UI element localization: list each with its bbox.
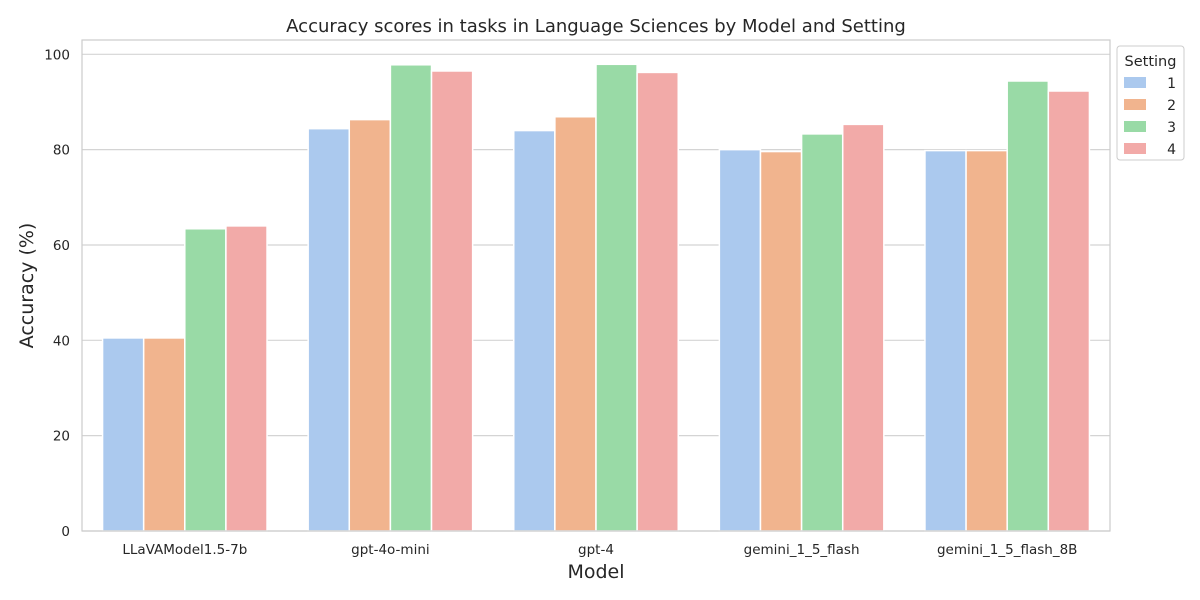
y-tick-label: 20 [53,429,70,445]
bar [718,148,762,532]
legend-label: 1 [1167,76,1176,92]
chart-title: Accuracy scores in tasks in Language Sci… [286,16,906,37]
legend: Setting 1 2 3 4 [1116,45,1185,161]
bar [348,118,392,532]
bars-group [101,63,1091,532]
bar [965,149,1008,532]
bar [924,149,967,532]
bar [554,115,597,532]
bar [307,127,351,532]
x-tick-label: gpt-4o-mini [351,542,429,558]
bar [759,150,803,532]
bar [595,63,638,532]
legend-swatch [1124,77,1146,88]
bar [142,337,186,532]
legend-title: Setting [1125,54,1177,70]
bar [1047,90,1091,532]
bar [389,64,433,532]
bar [1006,80,1050,532]
legend-label: 3 [1167,120,1176,136]
y-tick-label: 100 [44,47,70,63]
bar [225,225,268,532]
plot-area-frame [81,39,1111,532]
bar [841,123,885,532]
x-tick-label: gemini_1_5_flash_8B [937,542,1077,558]
bar [430,70,474,532]
bar [800,133,844,532]
y-axis-ticks: 0 20 40 60 80 100 [44,47,70,540]
y-tick-label: 80 [53,143,70,159]
legend-swatch [1124,121,1146,132]
y-tick-label: 0 [61,524,70,540]
legend-label: 2 [1167,98,1176,114]
y-axis-label: Accuracy (%) [16,223,38,349]
bar [184,228,227,532]
x-tick-label: gemini_1_5_flash [744,542,860,558]
legend-swatch [1124,99,1146,110]
legend-swatch [1124,143,1146,154]
x-tick-label: gpt-4 [578,542,614,558]
bar [636,71,679,532]
bar [513,129,556,532]
y-tick-label: 60 [53,238,70,254]
y-tick-label: 40 [53,333,70,349]
x-tick-label: LLaVAModel1.5-7b [122,542,247,558]
bar [101,337,145,532]
x-axis-label: Model [567,561,624,583]
x-axis-ticks: LLaVAModel1.5-7b gpt-4o-mini gpt-4 gemini_1… [122,542,1077,558]
legend-label: 4 [1167,142,1176,158]
